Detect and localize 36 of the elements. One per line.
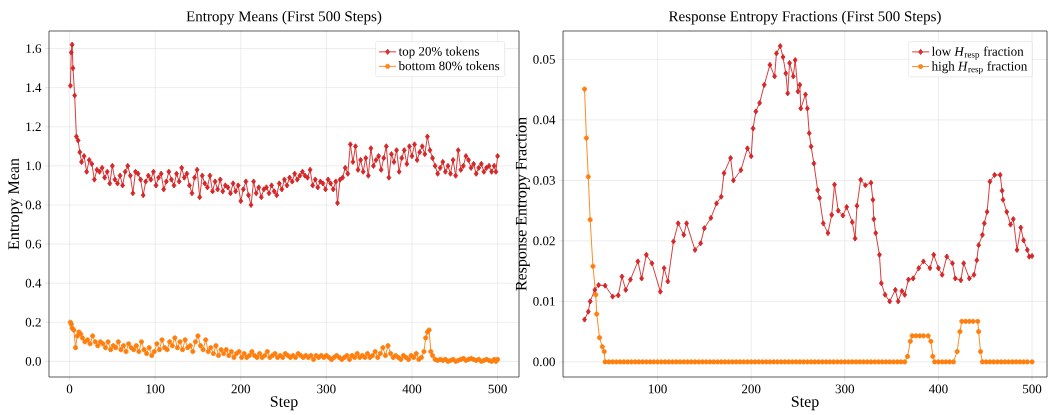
x-tick-label: 500: [488, 384, 507, 394]
y-axis-title: Response Entropy Fraction: [515, 117, 530, 291]
y-tick-label: 0.01: [533, 296, 555, 306]
legend-label: low H$_{resp}$ fraction: [931, 46, 1024, 60]
y-tick-label: 0.02: [533, 236, 555, 246]
x-tick-label: 100: [146, 384, 165, 394]
y-tick-label: 1.2: [26, 122, 41, 132]
y-tick-label: 0.03: [533, 176, 555, 185]
chart-title: Response Entropy Fractions (First 500 Steps): [669, 10, 941, 25]
x-tick-label: 200: [741, 384, 761, 394]
x-tick-label: 300: [317, 384, 336, 394]
y-tick-label: 1.4: [26, 83, 42, 93]
y-tick-label: 0.00: [533, 357, 555, 367]
y-tick-label: 0.2: [25, 317, 41, 327]
x-tick-label: 300: [835, 384, 855, 394]
legend-label: top 20% tokens: [398, 46, 480, 59]
x-axis-title: Step: [270, 396, 298, 411]
legend-label: high H$_{resp}$ fraction: [931, 61, 1028, 75]
y-tick-label: 0.4: [25, 278, 42, 288]
x-tick-label: 500: [1023, 384, 1042, 394]
y-axis-title: Entropy Mean: [8, 158, 23, 250]
x-axis-title: Step: [791, 396, 819, 411]
y-tick-label: 0.0: [25, 356, 41, 366]
y-tick-label: 1.6: [26, 44, 42, 53]
legend-label: bottom 80% tokens: [398, 61, 500, 71]
x-tick-label: 400: [928, 384, 948, 394]
y-tick-label: 0.05: [533, 55, 555, 64]
x-tick-label: 0: [66, 384, 73, 394]
y-tick-label: 0.6: [25, 239, 42, 249]
y-tick-label: 1.0: [26, 161, 41, 171]
x-tick-label: 400: [402, 384, 422, 394]
y-tick-label: 0.04: [533, 115, 556, 125]
chart-title: Entropy Means (First 500 Steps): [186, 10, 382, 25]
x-tick-label: 200: [231, 384, 251, 394]
x-tick-label: 100: [648, 384, 667, 394]
y-tick-label: 0.8: [25, 200, 41, 210]
